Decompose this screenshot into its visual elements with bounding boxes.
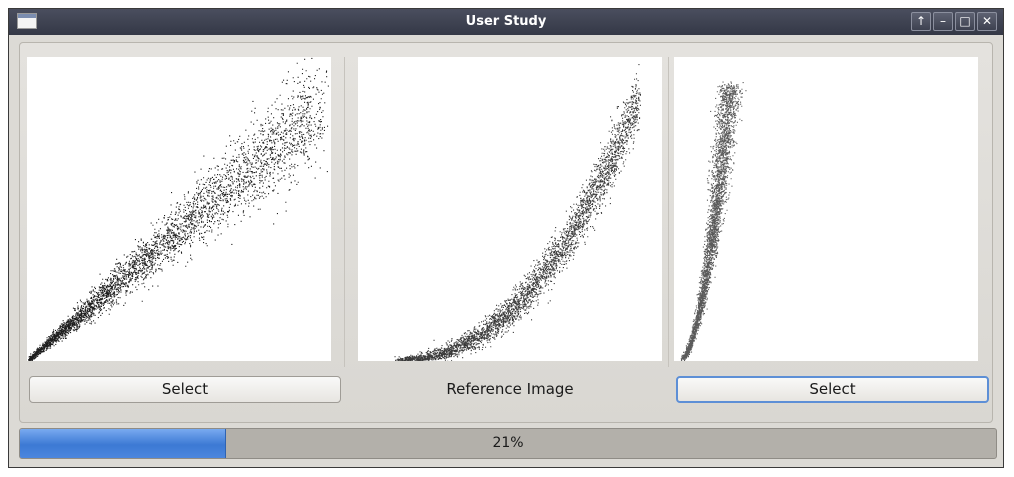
- maximize-icon[interactable]: □: [955, 12, 975, 31]
- select-left-button[interactable]: Select: [29, 376, 341, 403]
- select-right-button[interactable]: Select: [676, 376, 989, 403]
- window-controls: ↑ – □ ✕: [911, 12, 997, 31]
- user-study-window: User Study ↑ – □ ✕ Select Reference Imag…: [8, 8, 1004, 468]
- progress-label: 21%: [492, 435, 524, 451]
- comparison-panel: Select Reference Image Select: [19, 42, 993, 423]
- minimize-icon[interactable]: –: [933, 12, 953, 31]
- progress-bar: 21%: [19, 428, 997, 459]
- right-option-image: [674, 57, 978, 361]
- reference-image-label: Reference Image: [446, 380, 574, 398]
- close-icon[interactable]: ✕: [977, 12, 997, 31]
- left-option-image: [27, 57, 331, 361]
- separator-right: [668, 57, 669, 367]
- separator-left: [344, 57, 345, 367]
- progress-fill: [20, 429, 226, 458]
- shade-icon[interactable]: ↑: [911, 12, 931, 31]
- window-title: User Study: [465, 14, 547, 29]
- app-window-icon[interactable]: [17, 13, 37, 29]
- reference-image: [358, 57, 662, 361]
- title-bar[interactable]: User Study ↑ – □ ✕: [9, 9, 1003, 35]
